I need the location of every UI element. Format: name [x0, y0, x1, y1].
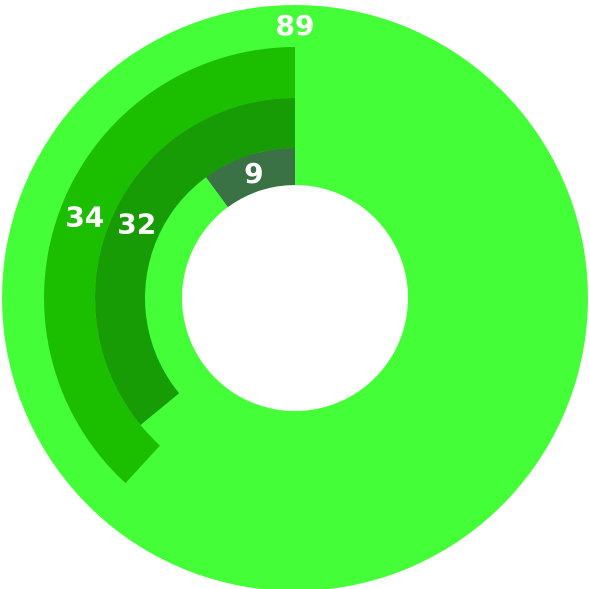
radial-bar: [94, 98, 296, 426]
radial-bar: [43, 47, 295, 484]
value-label: 34: [65, 200, 104, 233]
value-label: 9: [244, 157, 263, 190]
radial-bar: [205, 148, 295, 208]
value-label: 32: [117, 207, 156, 240]
value-label: 89: [276, 9, 315, 42]
